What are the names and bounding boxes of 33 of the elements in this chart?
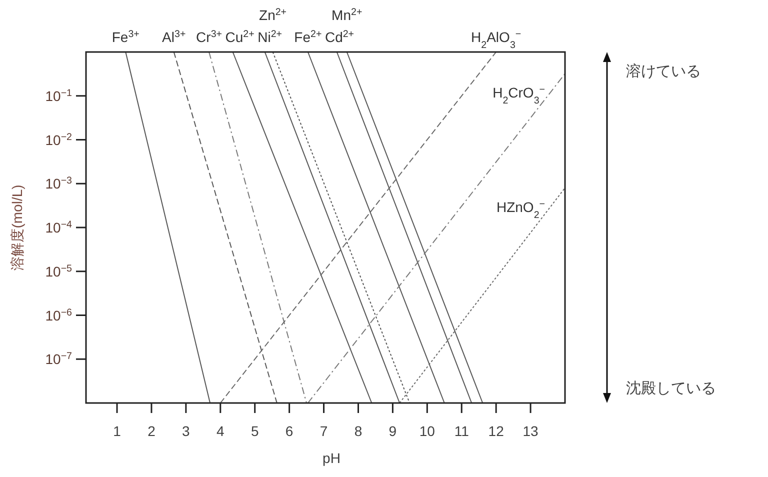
text: 沈殿している	[626, 380, 716, 397]
x-tick-label: 8	[354, 423, 362, 439]
x-tick-label: 11	[454, 423, 470, 439]
y-tick-label: 10$^{−7}$	[45, 350, 72, 368]
x-axis-title: pH	[322, 450, 340, 466]
y-tick-label: 10$^{−5}$	[45, 262, 73, 280]
series-label: Cu$^{2+}$	[225, 28, 255, 45]
y-tick-label: 10$^{−1}$	[45, 87, 72, 104]
x-tick-label: 12	[488, 423, 504, 439]
series-label: Cr$^{3+}$	[196, 28, 222, 45]
y-tick-label: 10$^{−6}$	[45, 306, 73, 324]
x-tick-label: 4	[216, 423, 224, 439]
x-tick-label: 1	[113, 423, 122, 439]
series-label: Ni$^{2+}$	[258, 28, 282, 45]
x-tick-label: 13	[522, 423, 539, 439]
x-tick-label: 3	[182, 423, 190, 439]
y-tick-label: 10$^{−4}$	[45, 219, 73, 236]
x-tick-label: 5	[250, 423, 259, 439]
x-tick-label: 6	[285, 423, 294, 439]
text: 溶けている	[626, 63, 701, 80]
series-label: Al$^{3+}$	[162, 28, 186, 45]
x-tick-label: 2	[148, 423, 156, 439]
y-axis-title: 溶解度(mol/L)	[9, 184, 25, 270]
x-tick-label: 10	[419, 423, 436, 439]
series-label: Fe$^{3+}$	[112, 28, 140, 45]
y-tick-label: 10$^{−2}$	[45, 131, 72, 148]
series-label: Fe$^{2+}$	[294, 28, 322, 45]
text: Mn$^{2+}$	[332, 6, 362, 23]
x-tick-label: 9	[388, 423, 397, 439]
series-label: Cd$^{2+}$	[324, 28, 354, 45]
text: Zn$^{2+}$	[259, 6, 287, 23]
x-tick-label: 7	[320, 423, 328, 439]
y-tick-label: 10$^{−3}$	[45, 175, 73, 192]
